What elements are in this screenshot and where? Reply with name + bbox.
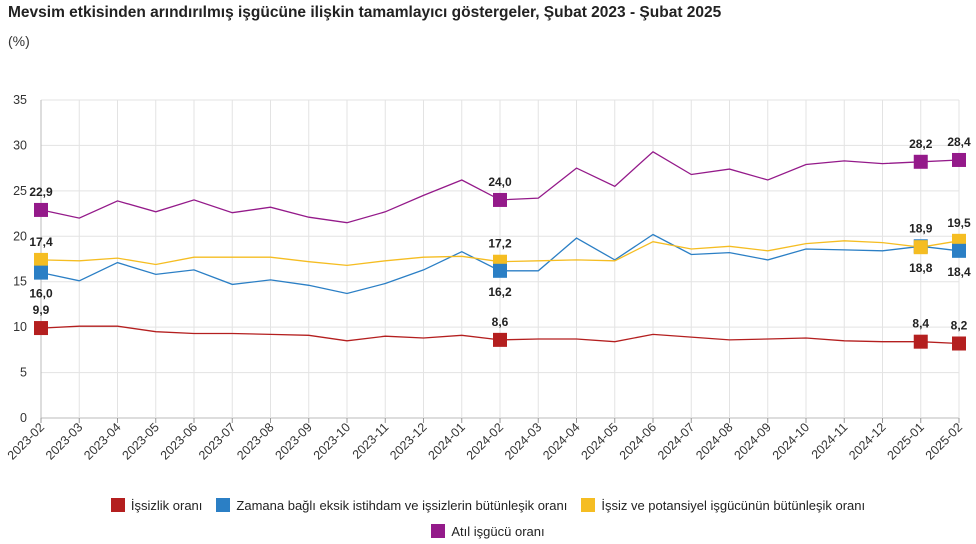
y-tick-label: 15 — [13, 275, 27, 289]
x-tick-label: 2023-10 — [311, 420, 353, 462]
x-tick-label: 2024-06 — [617, 420, 659, 462]
x-tick-label: 2023-12 — [387, 420, 429, 462]
x-tick-label: 2023-09 — [273, 420, 315, 462]
x-tick-label: 2023-05 — [120, 420, 162, 462]
legend-item[interactable]: İşsizlik oranı — [110, 497, 203, 513]
data-label: 9,9 — [33, 303, 50, 317]
unit-label: (%) — [8, 33, 30, 49]
legend-swatch — [110, 498, 125, 512]
data-label: 18,9 — [909, 221, 933, 235]
data-marker — [34, 265, 48, 280]
data-marker — [952, 336, 966, 351]
data-marker — [952, 243, 966, 258]
data-marker — [913, 334, 928, 349]
legend-swatch — [216, 498, 231, 512]
y-tick-label: 5 — [20, 366, 27, 380]
legend-label: Atıl işgücü oranı — [451, 523, 545, 539]
data-label: 16,2 — [488, 285, 512, 299]
x-tick-label: 2024-02 — [464, 420, 506, 462]
x-tick-label: 2024-10 — [770, 420, 812, 462]
legend-label: İşsiz ve potansiyel işgücünün bütünleşik… — [601, 497, 866, 513]
chart-title: Mevsim etkisinden arındırılmış işgücüne … — [8, 4, 722, 21]
x-tick-label: 2023-11 — [350, 420, 392, 462]
data-label: 8,6 — [492, 315, 509, 329]
y-tick-label: 0 — [20, 411, 27, 425]
y-tick-label: 20 — [13, 229, 27, 243]
data-marker — [34, 321, 48, 336]
x-tick-label: 2024-04 — [540, 420, 582, 462]
x-tick-label: 2025-02 — [923, 420, 965, 462]
data-label: 18,4 — [947, 265, 971, 279]
data-label: 19,5 — [947, 216, 971, 230]
y-tick-label: 25 — [13, 184, 27, 198]
x-tick-label: 2023-02 — [5, 420, 47, 462]
legend-item[interactable]: Zamana bağlı eksik istihdam ve işsizleri… — [216, 498, 567, 513]
x-tick-label: 2023-07 — [196, 420, 238, 462]
x-tick-label: 2025-01 — [885, 420, 927, 462]
y-tick-label: 10 — [13, 320, 27, 334]
x-tick-label: 2024-05 — [579, 420, 621, 462]
x-tick-label: 2023-06 — [158, 420, 200, 462]
x-tick-label: 2024-09 — [732, 420, 774, 462]
x-tick-label: 2024-07 — [655, 420, 697, 462]
data-marker — [34, 202, 48, 217]
data-marker — [913, 154, 928, 169]
data-label: 22,9 — [29, 185, 53, 199]
legend-row: Atıl işgücü oranı — [0, 518, 976, 544]
y-tick-label: 35 — [13, 93, 27, 107]
data-label: 28,4 — [947, 135, 971, 149]
chart-legend: İşsizlik oranı Zamana bağlı eksik istihda… — [0, 492, 976, 544]
data-label: 17,2 — [488, 237, 512, 251]
data-label: 28,2 — [909, 137, 933, 151]
legend-swatch — [581, 498, 596, 512]
data-label: 16,0 — [29, 287, 53, 301]
legend-item[interactable]: İşsiz ve potansiyel işgücünün bütünleşik… — [581, 498, 865, 513]
data-label: 8,2 — [951, 318, 968, 332]
legend-label: Zamana bağlı eksik istihdam ve işsizleri… — [236, 497, 568, 513]
x-tick-label: 2024-03 — [502, 420, 544, 462]
data-marker — [34, 252, 48, 267]
x-tick-label: 2024-12 — [846, 420, 888, 462]
y-tick-label: 30 — [13, 138, 27, 152]
x-tick-label: 2023-08 — [234, 420, 276, 462]
legend-swatch — [431, 524, 446, 538]
x-tick-label: 2024-11 — [809, 420, 851, 462]
legend-row: İşsizlik oranı Zamana bağlı eksik istihda… — [0, 492, 976, 518]
data-label: 24,0 — [488, 175, 512, 189]
data-marker — [493, 263, 507, 278]
data-label: 17,4 — [29, 235, 53, 249]
x-tick-label: 2024-01 — [426, 420, 468, 462]
x-tick-label: 2024-08 — [693, 420, 735, 462]
legend-label: İşsizlik oranı — [130, 497, 203, 513]
data-marker — [952, 152, 966, 167]
data-marker — [493, 332, 507, 347]
legend-item[interactable]: Atıl işgücü oranı — [431, 523, 545, 539]
data-marker — [913, 240, 928, 255]
data-label: 18,8 — [909, 261, 933, 275]
line-chart: 051015202530352023-022023-032023-042023-… — [5, 93, 971, 463]
data-label: 8,4 — [912, 317, 929, 331]
data-marker — [493, 192, 507, 207]
x-tick-label: 2023-03 — [43, 420, 85, 462]
x-tick-label: 2023-04 — [81, 420, 123, 462]
